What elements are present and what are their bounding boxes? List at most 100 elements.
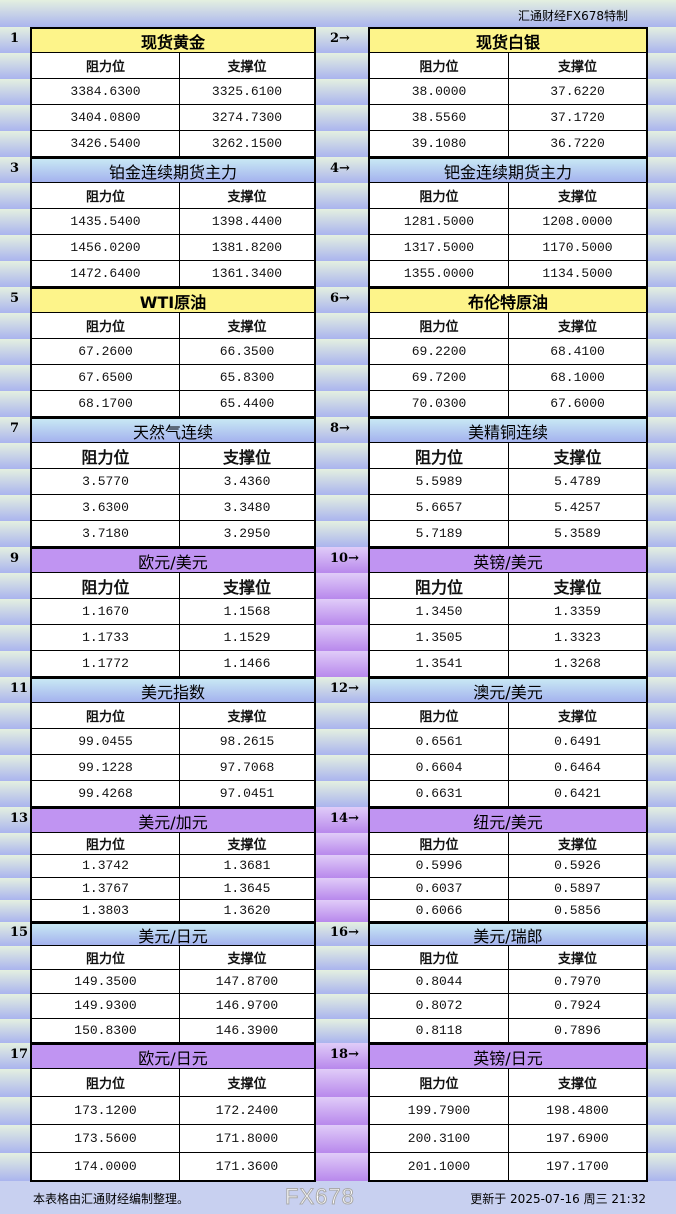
quote-table: 现货黄金 阻力位 支撑位 3384.6300 3325.6100 3404.0800 327… [30, 27, 316, 158]
support-value: 3.4360 [180, 469, 314, 495]
resistance-header: 阻力位 [370, 573, 509, 599]
support-value: 1170.5000 [509, 235, 646, 261]
quote-table: 钯金连续期货主力 阻力位 支撑位 1281.5000 1208.0000 1317.500… [368, 157, 648, 288]
instrument-title: 英镑/美元 [370, 547, 646, 573]
support-value: 197.1700 [509, 1153, 646, 1181]
instrument-title: 铂金连续期货主力 [32, 157, 314, 183]
support-value: 1.3268 [509, 651, 646, 677]
resistance-header: 阻力位 [370, 183, 509, 209]
section-number: 12→ [330, 681, 359, 696]
brand-label: 汇通财经FX678特制 [517, 9, 628, 23]
resistance-value: 5.6657 [370, 495, 509, 521]
resistance-value: 39.1080 [370, 131, 509, 157]
resistance-value: 1.3803 [32, 899, 180, 923]
quote-table: 澳元/美元 阻力位 支撑位 0.6561 0.6491 0.6604 0.6464 0.663… [368, 677, 648, 808]
quote-table: 布伦特原油 阻力位 支撑位 69.2200 68.4100 69.7200 68.1000 7… [368, 287, 648, 418]
gutter-purple [316, 547, 368, 573]
gutter-purple [316, 807, 368, 833]
resistance-header: 阻力位 [32, 833, 180, 856]
support-header: 支撑位 [509, 443, 646, 469]
section-number: 8→ [330, 421, 350, 436]
support-header: 支撑位 [180, 946, 314, 971]
resistance-header: 阻力位 [32, 703, 180, 729]
resistance-header: 阻力位 [32, 313, 180, 339]
gutter-purple [316, 833, 368, 856]
resistance-value: 68.1700 [32, 391, 180, 417]
support-value: 66.3500 [180, 339, 314, 365]
resistance-value: 5.7189 [370, 521, 509, 547]
support-value: 146.9700 [180, 994, 314, 1019]
support-header: 支撑位 [509, 313, 646, 339]
support-value: 97.0451 [180, 781, 314, 807]
support-value: 1.3620 [180, 900, 314, 923]
section-number: 1 [10, 31, 20, 46]
support-header: 支撑位 [180, 1069, 314, 1097]
resistance-value: 1.3450 [370, 599, 509, 625]
resistance-value: 0.6066 [370, 899, 509, 923]
support-header: 支撑位 [509, 1069, 646, 1097]
support-value: 68.4100 [509, 339, 646, 365]
resistance-value: 67.2600 [32, 339, 180, 365]
support-header: 支撑位 [180, 183, 314, 209]
support-value: 1.1568 [180, 599, 314, 625]
support-header: 支撑位 [180, 443, 314, 469]
gutter-purple [316, 599, 368, 625]
support-value: 1.1466 [180, 651, 314, 677]
resistance-header: 阻力位 [32, 573, 180, 599]
gutter-purple [316, 651, 368, 677]
resistance-value: 0.8118 [370, 1018, 509, 1043]
section-number: 15 [10, 925, 29, 940]
support-header: 支撑位 [180, 833, 314, 856]
footer-note: 本表格由汇通财经编制整理。 [33, 1192, 190, 1206]
resistance-value: 173.5600 [32, 1125, 180, 1153]
support-value: 197.6900 [509, 1125, 646, 1153]
support-header: 支撑位 [509, 703, 646, 729]
gutter-purple [316, 1043, 368, 1069]
resistance-value: 0.6631 [370, 781, 509, 807]
instrument-title: 美元指数 [32, 677, 314, 703]
instrument-title: 欧元/美元 [32, 547, 314, 573]
support-value: 171.3600 [180, 1153, 314, 1181]
section-number: 18→ [330, 1047, 359, 1062]
support-value: 36.7220 [509, 131, 646, 157]
resistance-value: 5.5989 [370, 469, 509, 495]
support-value: 198.4800 [509, 1097, 646, 1125]
instrument-title: 欧元/日元 [32, 1043, 314, 1069]
support-value: 1134.5000 [509, 261, 646, 287]
section-number: 10→ [330, 551, 359, 566]
resistance-value: 1.3505 [370, 625, 509, 651]
instrument-title: 澳元/美元 [370, 677, 646, 703]
gutter-purple [316, 625, 368, 651]
support-value: 1361.3400 [180, 261, 314, 287]
support-header: 支撑位 [509, 183, 646, 209]
gutter-purple [316, 899, 368, 923]
support-value: 0.5926 [509, 855, 646, 878]
support-value: 1208.0000 [509, 209, 646, 235]
resistance-value: 69.2200 [370, 339, 509, 365]
resistance-header: 阻力位 [370, 443, 509, 469]
section-number: 2→ [330, 31, 350, 46]
instrument-title: 纽元/美元 [370, 807, 646, 833]
section-number: 14→ [330, 811, 359, 826]
support-value: 1.1529 [180, 625, 314, 651]
resistance-value: 1435.5400 [32, 209, 180, 235]
resistance-value: 1472.6400 [32, 261, 180, 287]
resistance-header: 阻力位 [32, 53, 180, 79]
resistance-value: 173.1200 [32, 1097, 180, 1125]
gutter-purple [316, 1069, 368, 1097]
gutter-purple [316, 877, 368, 900]
quote-table: 纽元/美元 阻力位 支撑位 0.5996 0.5926 0.6037 0.5897 0.606… [368, 807, 648, 924]
resistance-value: 3384.6300 [32, 79, 180, 105]
gutter-purple [316, 1125, 368, 1153]
support-value: 97.7068 [180, 755, 314, 781]
resistance-value: 3.7180 [32, 521, 180, 547]
quote-table: 英镑/美元 阻力位 支撑位 1.3450 1.3359 1.3505 1.3323 1.354… [368, 547, 648, 678]
resistance-value: 38.5560 [370, 105, 509, 131]
support-value: 0.7896 [509, 1019, 646, 1043]
quote-table: 美精铜连续 阻力位 支撑位 5.5989 5.4789 5.6657 5.4257 5.718… [368, 417, 648, 548]
resistance-value: 3426.5400 [32, 131, 180, 157]
support-header: 支撑位 [180, 53, 314, 79]
support-value: 0.5856 [509, 900, 646, 923]
instrument-title: WTI原油 [32, 287, 314, 313]
quote-table: 铂金连续期货主力 阻力位 支撑位 1435.5400 1398.4400 1456.020… [30, 157, 316, 288]
